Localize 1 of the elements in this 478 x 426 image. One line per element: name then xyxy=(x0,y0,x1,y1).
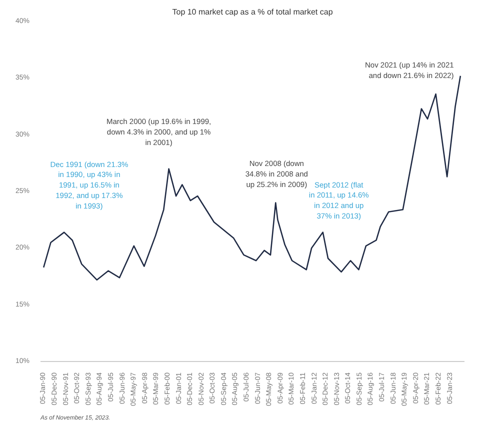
chart-title: Top 10 market cap as a % of total market cap xyxy=(172,8,334,16)
